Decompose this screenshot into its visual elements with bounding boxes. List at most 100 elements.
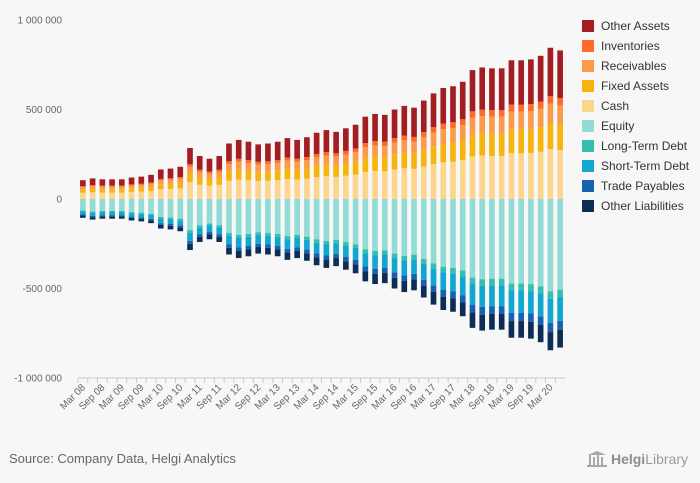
bar-trade-payables [362,266,369,272]
bar-trade-payables [391,272,398,278]
bar-inventories [187,164,193,167]
bar-cash [528,152,534,199]
bar-group [362,116,369,282]
bar-cash [498,155,505,199]
bar-receivables [430,132,437,147]
bar-inventories [313,153,320,158]
bar-receivables [255,164,262,172]
bar-receivables [411,141,417,154]
bar-other-liabilities [469,312,476,328]
legend-item-equity[interactable]: Equity [582,116,689,136]
bar-long-term-debt [372,250,378,256]
bar-receivables [245,162,252,171]
bar-other-assets [343,128,349,151]
bar-cash [440,162,447,199]
bar-receivables [196,171,203,178]
bar-short-term-debt [459,276,466,296]
legend-item-fixed-assets[interactable]: Fixed Assets [582,76,689,96]
bar-other-liabilities [323,259,330,268]
bar-fixed-assets [411,153,417,169]
bar-other-assets [109,179,115,186]
bar-other-assets [411,107,417,137]
bar-cash [206,185,213,199]
bar-short-term-debt [148,214,154,219]
bar-inventories [479,109,486,117]
bar-fixed-assets [372,156,378,171]
bar-cash [362,171,369,199]
bar-cash [518,153,524,199]
bar-other-liabilities [528,321,534,339]
bar-long-term-debt [235,235,242,238]
bar-fixed-assets [206,178,213,186]
bar-trade-payables [284,248,291,253]
bar-trade-payables [89,215,96,218]
bar-short-term-debt [381,254,388,268]
bar-inventories [294,158,300,162]
bar-cash [196,184,203,199]
bar-cash [255,180,262,199]
bar-equity [411,199,417,255]
legend-item-short-term-debt[interactable]: Short-Term Debt [582,156,689,176]
bar-group [508,60,515,338]
bar-group [401,105,408,293]
bar-other-liabilities [80,215,86,218]
bar-inventories [157,178,164,181]
bar-other-assets [372,113,378,142]
bar-fixed-assets [80,189,86,193]
bar-equity [80,199,86,211]
legend-item-long-term-debt[interactable]: Long-Term Debt [582,136,689,156]
bar-fixed-assets [177,182,184,189]
bar-group [537,55,544,343]
bar-group [343,128,349,270]
legend-item-trade-payables[interactable]: Trade Payables [582,176,689,196]
bar-short-term-debt [226,235,232,245]
legend-label: Equity [601,119,635,133]
bar-long-term-debt [89,211,96,213]
bar-inventories [420,132,427,137]
bar-long-term-debt [157,217,164,219]
bar-other-liabilities [284,252,291,260]
legend-item-other-assets[interactable]: Other Assets [582,16,689,36]
bar-long-term-debt [498,278,505,286]
bar-inventories [206,171,213,174]
legend-item-inventories[interactable]: Inventories [582,36,689,56]
bar-long-term-debt [450,267,456,274]
legend-item-receivables[interactable]: Receivables [582,56,689,76]
bar-receivables [547,103,554,124]
bar-receivables [177,178,184,183]
bar-other-liabilities [265,247,271,255]
bar-trade-payables [498,306,505,314]
legend-item-cash[interactable]: Cash [582,96,689,116]
bar-receivables [498,116,505,134]
bar-receivables [557,105,563,125]
legend-item-other-liabilities[interactable]: Other Liabilities [582,196,689,216]
bar-trade-payables [313,253,320,258]
bar-other-assets [508,60,515,105]
bar-other-assets [498,68,505,111]
bar-trade-payables [255,243,262,248]
bar-other-assets [177,166,184,178]
bar-fixed-assets [138,187,145,192]
bar-other-liabilities [148,220,154,224]
bar-equity [206,199,213,224]
bar-long-term-debt [469,277,476,285]
bar-equity [99,199,106,212]
bar-inventories [401,135,408,141]
bar-short-term-debt [352,248,359,260]
bar-fixed-assets [323,164,330,177]
bar-inventories [274,160,281,163]
legend-label: Long-Term Debt [601,139,688,153]
bar-other-liabilities [489,313,495,330]
bar-group [420,100,427,298]
bar-cash [284,178,291,199]
bar-equity [450,199,456,268]
bar-short-term-debt [537,293,544,317]
bar-short-term-debt [411,259,417,274]
bar-long-term-debt [508,283,515,291]
bar-other-assets [391,109,398,139]
bar-equity [148,199,154,214]
bar-other-assets [313,132,320,154]
bar-group [459,81,466,317]
bar-other-liabilities [372,273,378,285]
bar-trade-payables [372,268,378,274]
